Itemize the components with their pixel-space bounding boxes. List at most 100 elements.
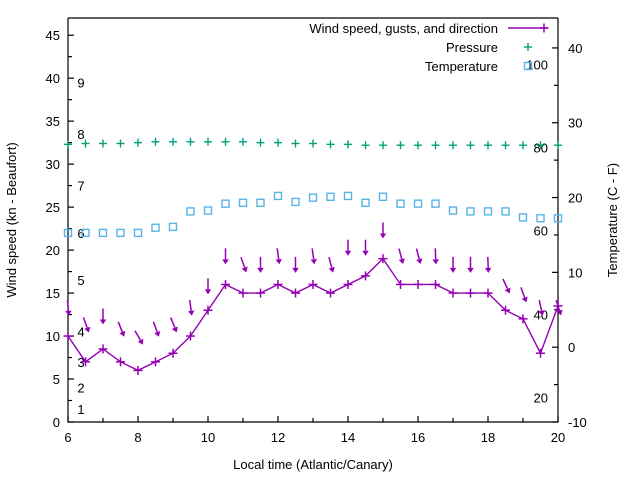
wind-direction-arrow-head — [521, 296, 528, 303]
wind-direction-arrow-shaft — [502, 278, 509, 290]
data-point-marker — [553, 214, 563, 223]
data-point-marker — [238, 198, 248, 208]
data-point-marker — [203, 206, 213, 215]
wind-direction-arrow-shaft — [398, 248, 403, 260]
wind-direction-arrow-head — [241, 266, 248, 273]
data-point-marker — [413, 199, 423, 208]
y-tick-label-right: 10 — [568, 265, 582, 280]
y-tick-label-left: 40 — [46, 71, 60, 86]
fahrenheit-label: 20 — [534, 390, 548, 405]
wind-direction-arrow-head — [65, 310, 72, 316]
x-tick-label: 6 — [64, 430, 71, 445]
beaufort-label: 9 — [77, 75, 84, 90]
y-tick-label-right: 20 — [568, 191, 582, 206]
wind-direction-arrow-head — [467, 267, 474, 273]
wind-direction-arrow-shaft — [66, 299, 70, 311]
data-point-marker — [361, 198, 370, 208]
data-point-marker — [151, 223, 160, 232]
y-tick-label-right: 40 — [568, 41, 582, 56]
wind-direction-arrow-shaft — [415, 248, 421, 260]
wind-direction-arrow-head — [484, 267, 492, 273]
wind-direction-arrow-head — [416, 258, 423, 264]
data-point-marker — [501, 207, 510, 216]
y-tick-label-right: 0 — [568, 340, 575, 355]
beaufort-label: 5 — [77, 273, 84, 288]
data-point-marker — [343, 191, 353, 201]
wind-direction-arrow-shaft — [152, 321, 158, 333]
data-point-marker — [98, 228, 108, 238]
wind-direction-arrow-shaft — [240, 257, 246, 268]
y-tick-label-left: 0 — [53, 415, 60, 430]
wind-direction-arrow-head — [257, 267, 264, 273]
beaufort-label: 1 — [77, 402, 84, 417]
y-tick-label-right: 30 — [568, 116, 582, 131]
data-point-marker — [326, 192, 335, 201]
legend-label: Pressure — [446, 40, 498, 55]
wind-direction-arrow-head — [119, 330, 126, 337]
data-point-marker — [81, 228, 90, 238]
plot-frame — [67, 18, 559, 423]
wind-direction-arrow-head — [556, 309, 563, 316]
wind-direction-arrow-head — [379, 233, 387, 239]
wind-direction-arrow-head — [137, 338, 144, 345]
x-tick-label: 20 — [551, 430, 565, 445]
data-point-marker — [466, 207, 475, 216]
wind-direction-arrow-head — [171, 326, 178, 333]
y-tick-label-left: 45 — [46, 28, 60, 43]
wind-direction-arrow-shaft — [328, 256, 333, 268]
wind-direction-arrow-head — [275, 258, 282, 265]
data-point-marker — [273, 191, 283, 201]
y-tick-label-right: -10 — [568, 415, 587, 430]
wind-direction-arrow-head — [449, 267, 457, 273]
y-tick-label-left: 30 — [46, 157, 60, 172]
data-point-marker — [518, 213, 528, 222]
y-tick-label-left: 5 — [53, 372, 60, 387]
data-point-marker — [448, 206, 458, 215]
data-point-marker — [483, 207, 493, 216]
data-point-marker — [116, 228, 125, 238]
data-point-marker — [186, 207, 195, 216]
data-point-marker — [523, 61, 533, 71]
wind-direction-arrow-head — [504, 287, 511, 294]
y-tick-label-left: 15 — [46, 286, 60, 301]
wind-direction-arrow-shaft — [555, 299, 561, 311]
wind-direction-arrow-head — [99, 319, 107, 325]
wind-direction-arrow-head — [292, 267, 299, 273]
wind-direction-arrow-head — [204, 289, 212, 295]
wind-direction-arrow-shaft — [276, 248, 280, 260]
data-point-marker — [168, 222, 178, 232]
y-tick-label-left: 20 — [46, 243, 60, 258]
wind-direction-arrow-shaft — [117, 321, 124, 333]
wind-direction-arrow-head — [362, 250, 369, 256]
data-point-marker — [256, 198, 265, 208]
wind-direction-arrow-head — [538, 310, 545, 316]
legend-label: Temperature — [425, 59, 498, 74]
fahrenheit-label: 40 — [534, 307, 548, 322]
data-point-marker — [378, 192, 388, 201]
data-point-marker — [396, 199, 405, 208]
beaufort-label: 2 — [77, 381, 84, 396]
legend-label: Wind speed, gusts, and direction — [309, 21, 498, 36]
y-tick-label-left: 35 — [46, 114, 60, 129]
beaufort-label: 4 — [77, 325, 84, 340]
x-tick-label: 8 — [134, 430, 141, 445]
wind-direction-arrow-head — [432, 259, 439, 265]
series-wind-speed-gusts-and-direction — [67, 257, 559, 372]
wind-direction-arrow-head — [344, 250, 352, 256]
x-tick-label: 16 — [411, 430, 425, 445]
data-point-marker — [221, 199, 230, 208]
data-point-marker — [536, 214, 545, 223]
wind-direction-arrow-shaft — [188, 299, 192, 311]
wind-direction-arrow-shaft — [134, 330, 142, 341]
wind-direction-arrow-head — [188, 310, 195, 316]
data-point-marker — [133, 228, 143, 238]
data-point-marker — [431, 199, 440, 208]
wind-direction-arrow-shaft — [520, 287, 526, 298]
wind-direction-arrow-head — [154, 331, 161, 337]
wind-direction-arrow-shaft — [82, 317, 88, 329]
wind-direction-arrow-head — [222, 259, 229, 265]
wind-speed-line — [67, 257, 559, 372]
y-axis-title-left: Wind speed (kn - Beaufort) — [4, 142, 19, 297]
